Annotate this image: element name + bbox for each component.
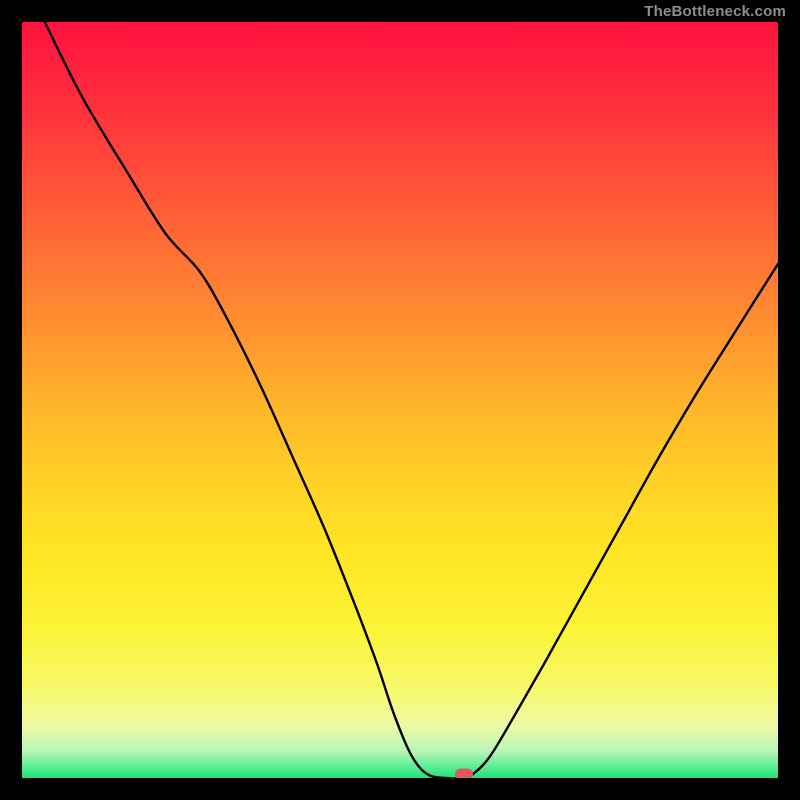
watermark-text: TheBottleneck.com <box>644 3 786 20</box>
plot-area <box>22 22 778 778</box>
chart-frame: TheBottleneck.com <box>0 0 800 800</box>
bottleneck-curve <box>22 22 778 778</box>
optimum-marker <box>455 769 473 778</box>
curve-path <box>45 22 778 778</box>
